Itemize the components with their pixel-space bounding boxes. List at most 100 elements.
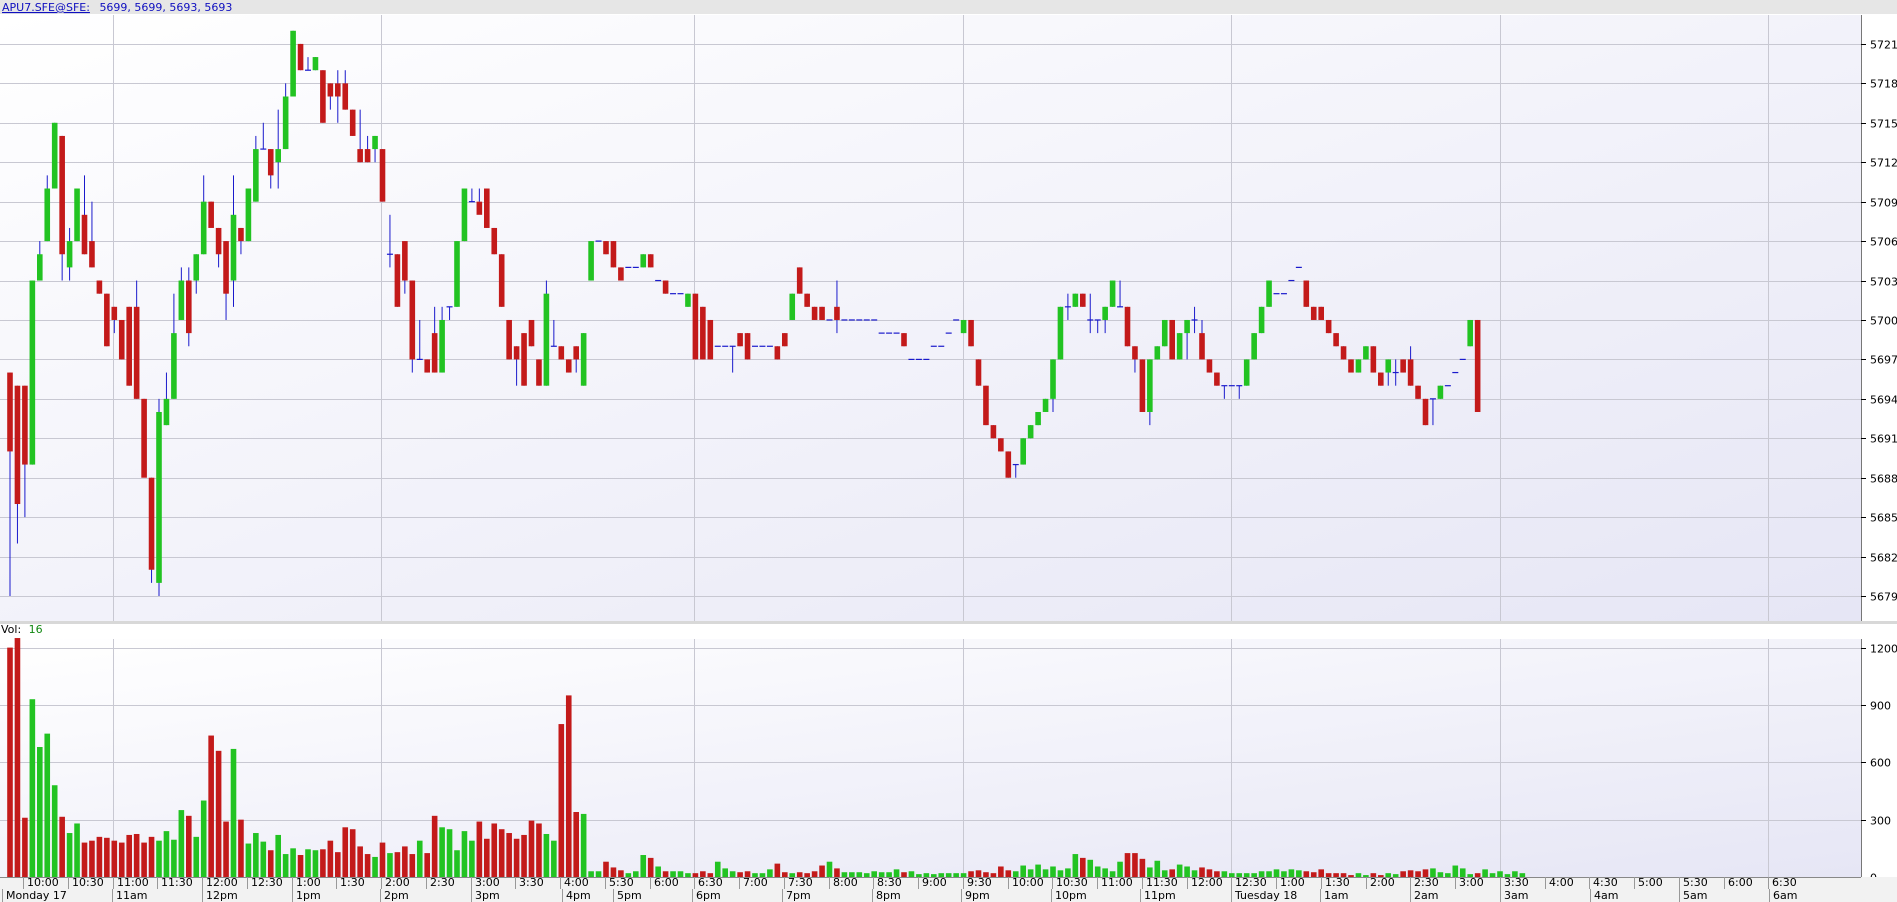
time-tick-label: 9:30 (967, 876, 992, 889)
day-tick-label: 6pm (696, 889, 721, 902)
candle-body (238, 227, 244, 242)
candle-body (640, 254, 647, 268)
time-tick-label: 1:30 (1325, 876, 1350, 889)
volume-bar (610, 867, 617, 877)
volume-bar (1132, 853, 1138, 877)
price-tick-label: 5709 (1870, 197, 1897, 210)
volume-bar (1065, 868, 1071, 877)
volume-bar (655, 866, 661, 877)
candle-body (133, 306, 140, 399)
volume-bar (878, 872, 885, 877)
candle-body (804, 293, 810, 307)
volume-bar (491, 823, 498, 877)
price-tick-label: 5691 (1870, 433, 1897, 446)
volume-bar (171, 839, 177, 877)
candle-body (193, 254, 200, 281)
candle-body (1251, 333, 1257, 360)
candle-body (588, 241, 594, 281)
price-panel (0, 15, 1861, 621)
volume-bar (729, 871, 736, 877)
candle-body (998, 438, 1004, 452)
candle-body (7, 372, 13, 452)
volume-bar (1512, 871, 1518, 877)
volume-bar (111, 840, 118, 877)
price-tick-label: 5706 (1870, 236, 1897, 249)
volume-bar (335, 852, 341, 877)
time-tick-label: 12:00 (206, 876, 238, 889)
candle-body (37, 254, 43, 281)
volume-bar (752, 873, 758, 877)
header-quote: 5699, 5699, 5693, 5693 (99, 1, 232, 14)
candle-body (1407, 359, 1414, 386)
candle-body (1080, 293, 1086, 307)
volume-bar (1147, 867, 1153, 877)
candle-body (1147, 359, 1153, 412)
candle-body (1072, 293, 1079, 307)
volume-bar (863, 873, 870, 877)
time-tick-label: 10:00 (27, 876, 59, 889)
volume-tick-label: 600 (1870, 757, 1891, 770)
volume-bar (416, 840, 423, 877)
candle-body (975, 359, 982, 386)
volume-bar (916, 874, 922, 877)
day-tick-label: 5am (1683, 889, 1707, 902)
volume-bar (1303, 871, 1310, 877)
time-tick-label: 7:30 (788, 876, 813, 889)
candle-body (1318, 306, 1324, 320)
volume-bar (126, 834, 132, 877)
volume-bar (908, 871, 915, 877)
day-tick-label: 6am (1773, 889, 1797, 902)
volume-bar (1184, 866, 1190, 877)
volume-bar (1318, 869, 1324, 877)
candle-body (1415, 385, 1421, 399)
candle-body (1184, 319, 1190, 334)
candle-body (29, 280, 36, 465)
volume-bar (96, 836, 103, 877)
time-tick-label: 2:30 (1414, 876, 1439, 889)
candle-body (230, 214, 237, 281)
time-tick-label: 10:30 (72, 876, 104, 889)
candle-body (901, 333, 907, 347)
volume-bar (1214, 871, 1220, 877)
day-tick-label: 9pm (965, 889, 990, 902)
candle-body (267, 149, 274, 176)
volume-bar (618, 870, 624, 877)
candle-body (104, 293, 110, 347)
volume-bar (1139, 858, 1146, 877)
volume-bar (37, 747, 43, 877)
candle-body (431, 333, 438, 373)
volume-bar (498, 829, 505, 877)
candle-body (22, 385, 28, 465)
volume-bar (1474, 873, 1481, 877)
price-grid (0, 15, 1861, 621)
candle-body (402, 241, 408, 281)
volume-bar (1519, 873, 1526, 877)
volume-bar (856, 872, 863, 877)
volume-bar (1310, 872, 1317, 877)
volume-bar (707, 873, 714, 877)
day-tick-label: 4am (1594, 889, 1618, 902)
volume-bar (141, 842, 147, 877)
volume-bar (1288, 869, 1295, 877)
volume-bar (208, 735, 214, 877)
candle-body (215, 227, 222, 255)
volume-bar (901, 872, 907, 877)
volume-bar (1206, 869, 1213, 877)
candle-body (1348, 359, 1354, 373)
candle-body (320, 70, 326, 123)
volume-axis: 03006009001200 (1861, 643, 1897, 885)
volume-bar (886, 872, 892, 877)
volume-bar (528, 820, 535, 877)
volume-bar (558, 724, 565, 877)
candle-body (558, 346, 565, 360)
candle-body (1310, 306, 1317, 320)
volume-bar (1050, 866, 1056, 877)
volume-bar (469, 840, 475, 877)
candle-body (1325, 319, 1332, 334)
day-tick-label: 7pm (786, 889, 811, 902)
volume-bar (1430, 868, 1436, 877)
candle-body (662, 280, 669, 294)
candle-body (782, 333, 788, 347)
volume-bar (238, 819, 244, 877)
time-tick-label: 4:00 (564, 876, 589, 889)
